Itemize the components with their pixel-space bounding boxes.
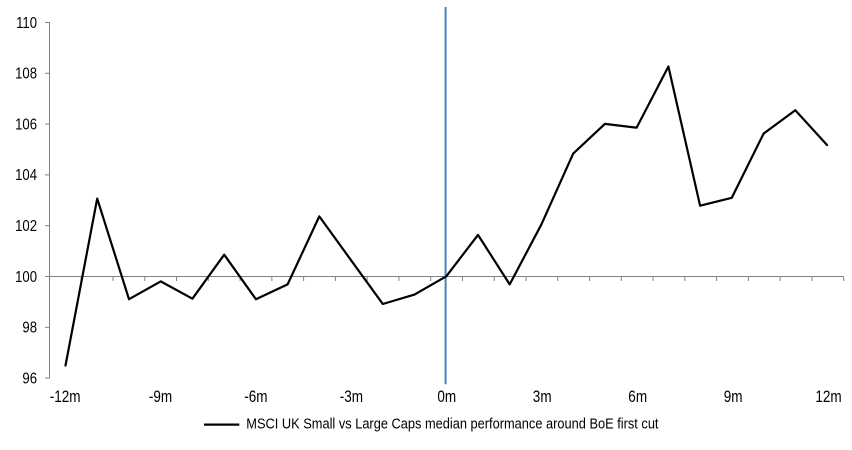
svg-text:104: 104 <box>15 167 37 184</box>
svg-text:100: 100 <box>15 269 37 286</box>
svg-text:110: 110 <box>16 15 37 32</box>
svg-text:-12m: -12m <box>50 388 81 407</box>
svg-text:98: 98 <box>22 319 37 336</box>
svg-text:-6m: -6m <box>244 388 267 407</box>
svg-text:6m: 6m <box>628 388 647 407</box>
svg-text:-3m: -3m <box>340 388 363 407</box>
svg-text:12m: 12m <box>815 388 841 407</box>
svg-text:102: 102 <box>15 218 37 235</box>
svg-text:0m: 0m <box>437 388 456 407</box>
svg-text:-9m: -9m <box>149 388 172 407</box>
svg-text:9m: 9m <box>724 388 743 407</box>
svg-text:3m: 3m <box>533 388 552 407</box>
svg-text:96: 96 <box>22 370 37 387</box>
svg-text:MSCI UK Small vs Large Caps me: MSCI UK Small vs Large Caps median perfo… <box>246 414 658 431</box>
svg-text:106: 106 <box>15 116 37 133</box>
svg-text:108: 108 <box>15 65 37 82</box>
